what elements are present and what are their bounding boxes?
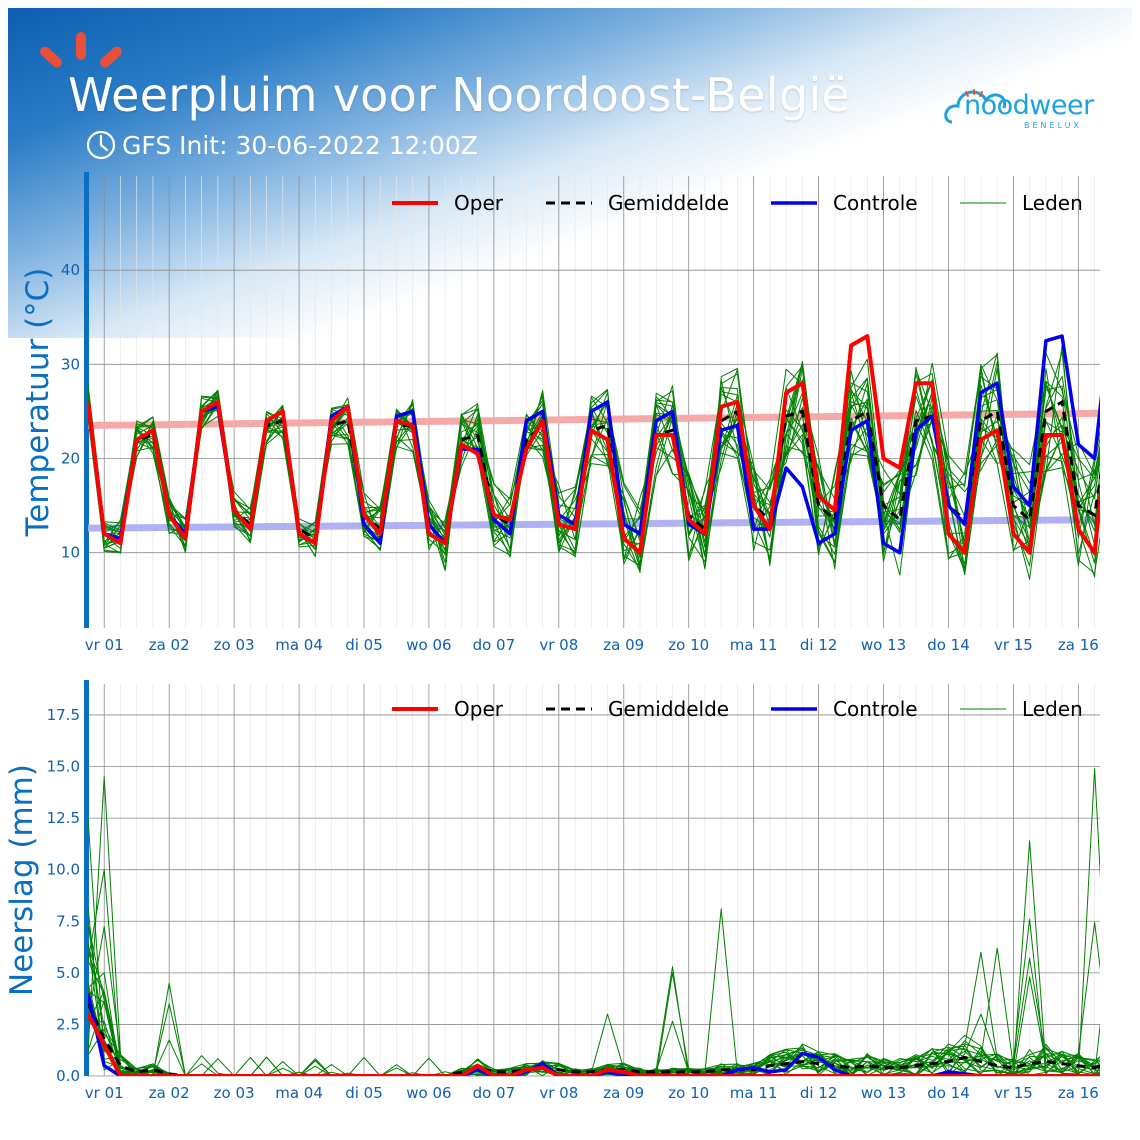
member-line [88,908,1100,1076]
y-tick-label: 10 [61,544,80,562]
x-tick-label: zo 03 [214,1084,255,1102]
y-tick-label: 30 [61,355,80,373]
legend-item: Oper [392,191,504,215]
sun-rays-icon [40,32,122,68]
noodweer-logo-icon [944,89,1007,124]
y-tick-label: 17.5 [47,706,80,724]
oper-line [88,1013,1100,1076]
x-tick-label: zo 10 [668,636,709,654]
x-tick-label: di 05 [345,636,383,654]
x-tick-label: vr 15 [994,636,1033,654]
y-tick-label: 10.0 [47,861,80,879]
legend-label: Controle [833,191,918,215]
x-tick-label: ma 11 [730,1084,778,1102]
legend-label: Controle [833,697,918,721]
x-tick-label: vr 08 [539,1084,578,1102]
x-tick-label: do 07 [473,1084,516,1102]
x-tick-label: di 12 [800,1084,838,1102]
oper-line [88,334,1100,555]
clock-icon [86,130,116,160]
header-banner [8,8,1132,338]
y-tick-label: 12.5 [47,809,80,827]
legend-label: Gemiddelde [608,697,729,721]
legend-label: Gemiddelde [608,191,729,215]
y-tick-label: 2.5 [56,1015,80,1033]
x-tick-label: za 02 [149,1084,190,1102]
member-line [88,990,1100,1076]
x-tick-label: wo 06 [406,1084,451,1102]
x-tick-label: wo 06 [406,636,451,654]
x-tick-label: di 12 [800,636,838,654]
member-line [88,768,1100,1076]
x-tick-label: vr 01 [85,636,124,654]
x-tick-label: vr 01 [85,1084,124,1102]
plot-area [88,768,1100,1076]
y-tick-label: 5.0 [56,964,80,982]
x-tick-label: ma 04 [275,636,323,654]
x-tick-label: di 05 [345,1084,383,1102]
logo-text: noodweer [964,90,1094,121]
temperature-chart: 10 20 30 40 vr 01 za 02 zo 03 ma 04 di 05 wo 06 do… [20,172,1100,654]
legend-item: Leden [960,697,1083,721]
init-time-row: GFS Init: 30-06-2022 12:00Z [86,128,478,162]
legend-label: Leden [1022,697,1083,721]
member-line [88,776,1100,1076]
x-tick-label: ma 11 [730,636,778,654]
x-tick-label: za 16 [1058,636,1099,654]
member-line [88,840,1100,1076]
member-line [88,906,1100,1076]
page-title: Weerpluim voor Noordoost-België [68,68,851,122]
init-time: GFS Init: 30-06-2022 12:00Z [122,130,478,160]
x-tick-label: ma 04 [275,1084,323,1102]
x-tick-label: wo 13 [861,636,906,654]
x-tick-label: zo 10 [668,1084,709,1102]
x-tick-label: za 09 [603,1084,644,1102]
legend-item: Gemiddelde [546,191,729,215]
legend-item: Oper [392,697,504,721]
x-tick-label: zo 03 [214,636,255,654]
logo-subtext: BENELUX [1024,121,1082,130]
y-axis-label: Neerslag (mm) [4,764,40,996]
legend-item: Gemiddelde [546,697,729,721]
x-tick-label: do 14 [927,1084,970,1102]
y-tick-label: 15.0 [47,758,80,776]
plot-area [88,334,1100,580]
member-line [88,990,1100,1076]
legend-item: Leden [960,191,1083,215]
member-line [88,818,1100,1076]
member-line [88,352,1100,571]
legend-item: Controle [771,697,918,721]
y-tick-label: 20 [61,450,80,468]
x-tick-label: do 14 [927,636,970,654]
x-tick-label: za 02 [149,636,190,654]
precipitation-chart: 0.0 2.5 5.0 7.5 10.0 12.5 15.0 17.5 vr 01 za 02 zo… [4,680,1100,1102]
x-tick-label: za 09 [603,636,644,654]
climate-min-line [88,516,1100,532]
x-tick-label: za 16 [1058,1084,1099,1102]
y-axis-bar [84,680,89,1076]
x-tick-label: wo 13 [861,1084,906,1102]
legend-label: Leden [1022,191,1083,215]
legend-label: Oper [454,697,504,721]
x-tick-label: vr 08 [539,636,578,654]
y-tick-label: 0.0 [56,1067,80,1085]
x-tick-label: do 07 [473,636,516,654]
legend-item: Controle [771,191,918,215]
y-tick-label: 7.5 [56,912,80,930]
y-axis-bar [84,172,89,628]
mean-line [88,1003,1100,1076]
legend-label: Oper [454,191,504,215]
y-tick-label: 40 [61,261,80,279]
x-tick-label: vr 15 [994,1084,1033,1102]
y-axis-label: Temperatuur (°C) [20,268,56,538]
